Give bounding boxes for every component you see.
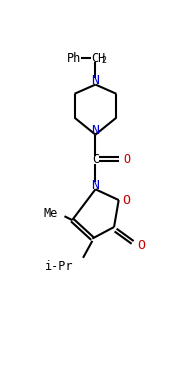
Text: i-Pr: i-Pr [45,260,73,273]
Text: N: N [91,74,99,87]
Text: Me: Me [44,207,58,220]
Text: O: O [123,153,131,166]
Text: C: C [92,153,99,166]
Text: O: O [137,239,145,252]
Text: CH: CH [92,52,106,65]
Text: N: N [91,179,99,192]
Text: O: O [122,194,131,207]
Text: Ph: Ph [66,52,81,65]
Text: N: N [91,124,99,137]
Text: 2: 2 [102,56,107,65]
